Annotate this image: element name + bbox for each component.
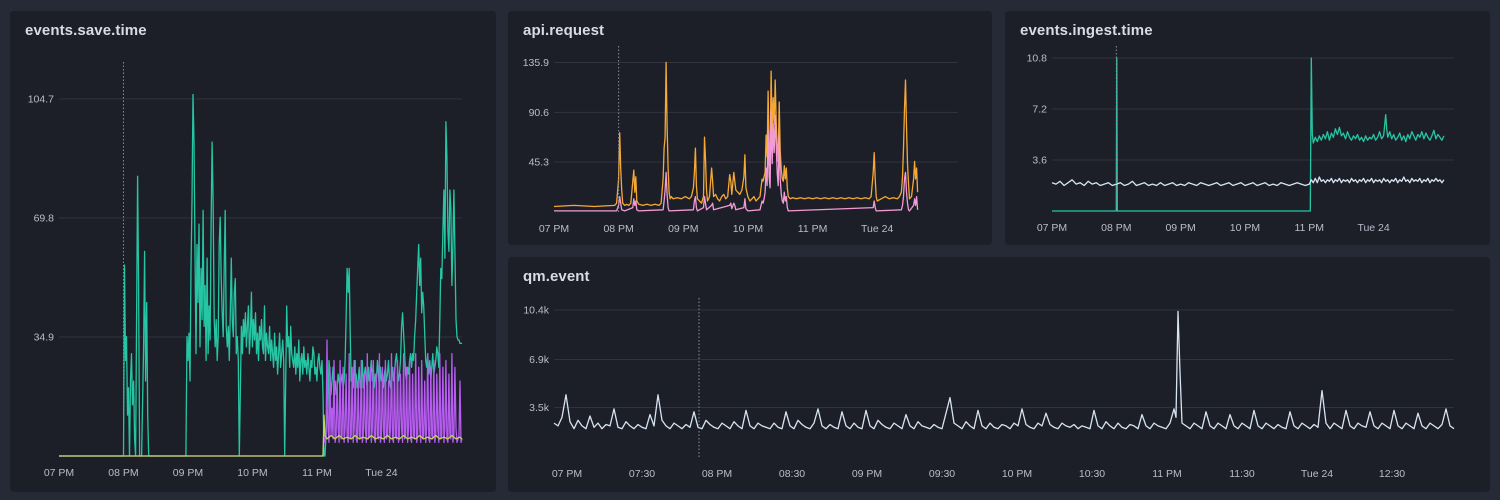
y-tick-label: 10.4k [523, 305, 549, 317]
x-tick-label: 09 PM [1165, 222, 1195, 234]
panel-title-api-request[interactable]: api.request [523, 22, 605, 39]
x-tick-label: 11 PM [798, 223, 828, 235]
y-tick-label: 104.7 [28, 93, 54, 105]
x-tick-label: 09:30 [929, 468, 955, 480]
x-tick-label: Tue 24 [365, 467, 397, 479]
y-tick-label: 3.6 [1032, 155, 1047, 167]
x-tick-label: 07 PM [1037, 222, 1067, 234]
panel-title-events-ingest-time[interactable]: events.ingest.time [1020, 22, 1153, 39]
x-tick-label: 11:30 [1229, 468, 1255, 480]
x-tick-label: 10:30 [1079, 468, 1105, 480]
x-tick-label: Tue 24 [1357, 222, 1389, 234]
x-tick-label: 07:30 [629, 468, 655, 480]
series-line-teal[interactable] [59, 93, 462, 457]
series-line-white-blue[interactable] [1051, 176, 1445, 187]
panel-qm-event: qm.event 3.5k 6.9k 10.4k 07 PM 07:30 08 PM 08:… [508, 257, 1490, 492]
x-tick-label: 07 PM [539, 223, 569, 235]
x-tick-label: 10 PM [1002, 468, 1032, 480]
x-tick-label: 08 PM [108, 467, 138, 479]
chart-events-ingest-time: 3.6 7.2 10.8 07 PM 08 PM 09 PM 10 PM 11 PM Tue 2… [1027, 46, 1454, 234]
x-tick-label: 11 PM [1294, 222, 1324, 234]
y-tick-label: 69.8 [34, 212, 55, 224]
panel-title-events-save-time[interactable]: events.save.time [25, 22, 147, 39]
x-tick-label: 10 PM [237, 467, 267, 479]
panel-api-request: api.request 45.3 90.6 135.9 07 PM 08 PM 09 PM… [508, 11, 992, 245]
y-tick-label: 34.9 [34, 331, 55, 343]
x-tick-label: 08:30 [779, 468, 805, 480]
x-tick-label: 11 PM [302, 467, 332, 479]
x-tick-label: 10 PM [1230, 222, 1260, 234]
x-tick-label: 10 PM [733, 223, 763, 235]
y-tick-label: 135.9 [523, 57, 549, 69]
y-tick-label: 6.9k [529, 354, 550, 366]
y-tick-label: 3.5k [529, 402, 550, 414]
y-tick-label: 10.8 [1027, 53, 1048, 65]
x-tick-label: 09 PM [173, 467, 203, 479]
x-tick-label: Tue 24 [861, 223, 893, 235]
y-tick-label: 7.2 [1032, 104, 1047, 116]
series-line-orange[interactable] [553, 61, 919, 208]
x-tick-label: 09 PM [668, 223, 698, 235]
panel-events-ingest-time: events.ingest.time 3.6 7.2 10.8 07 PM 08 PM 0… [1005, 11, 1490, 245]
x-tick-label: 11 PM [1152, 468, 1182, 480]
series-line-pink[interactable] [554, 110, 919, 212]
x-tick-label: 09 PM [852, 468, 882, 480]
x-tick-label: 08 PM [603, 223, 633, 235]
chart-qm-event: 3.5k 6.9k 10.4k 07 PM 07:30 08 PM 08:30 09 PM 09… [523, 298, 1455, 480]
x-tick-label: 08 PM [702, 468, 732, 480]
y-tick-label: 90.6 [529, 107, 550, 119]
series-line-yellow-green[interactable] [59, 414, 463, 457]
x-tick-label: Tue 24 [1301, 468, 1333, 480]
x-tick-label: 08 PM [1101, 222, 1131, 234]
chart-events-save-time: 34.9 69.8 104.7 07 PM 08 PM 09 PM 10 PM 11 PM Tu… [28, 62, 463, 479]
y-tick-label: 45.3 [529, 157, 550, 169]
x-tick-label: 07 PM [44, 467, 74, 479]
panel-events-save-time: events.save.time 34.9 69.8 104.7 07 PM 08 PM… [10, 11, 496, 492]
series-line-teal[interactable] [1052, 57, 1445, 212]
x-tick-label: 12:30 [1379, 468, 1405, 480]
panel-title-qm-event[interactable]: qm.event [523, 268, 590, 285]
series-line-purple[interactable] [59, 339, 463, 457]
x-tick-label: 07 PM [552, 468, 582, 480]
chart-api-request: 45.3 90.6 135.9 07 PM 08 PM 09 PM 10 PM 11 PM Tu… [523, 46, 958, 235]
series-line-white-blue[interactable] [553, 310, 1455, 430]
